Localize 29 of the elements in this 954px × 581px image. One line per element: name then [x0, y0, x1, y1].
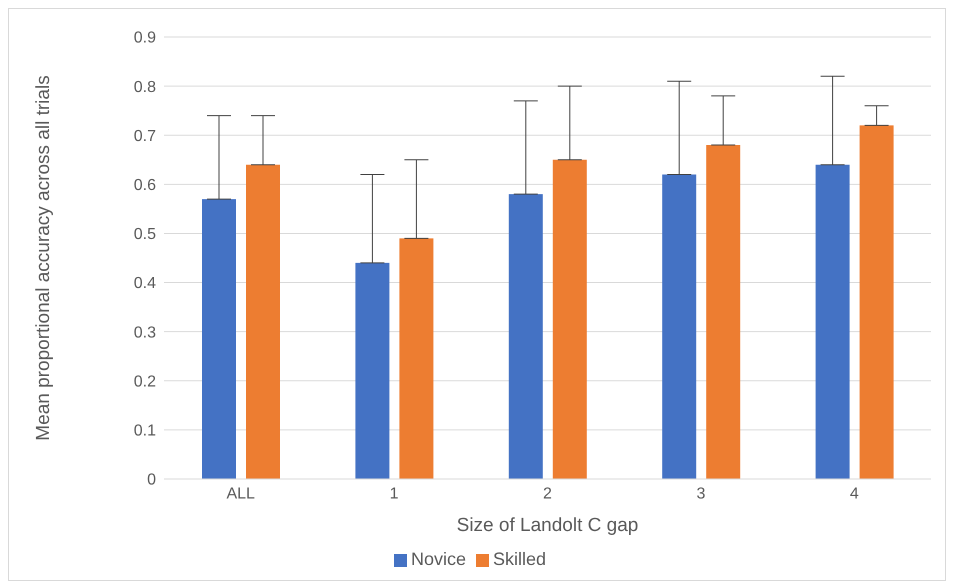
bar [399, 238, 434, 479]
legend-label: Novice [410, 549, 466, 569]
y-tick-label: 0.2 [134, 373, 156, 390]
y-tick-label: 0.5 [134, 226, 156, 244]
y-tick-label: 0.8 [134, 78, 156, 96]
y-tick-label: 0 [147, 472, 156, 489]
x-axis-title: Size of Landolt C gap [456, 515, 638, 536]
y-tick-label: 0.1 [134, 422, 156, 440]
y-axis-title: Mean proportional accuracy across all trials [33, 75, 54, 441]
x-tick-label: 2 [543, 485, 552, 502]
x-tick-label: 4 [850, 485, 859, 502]
bar [202, 199, 236, 479]
y-tick-label: 0.7 [134, 128, 156, 145]
legend-label: Skilled [493, 549, 546, 569]
y-tick-label: 0.3 [134, 324, 156, 342]
bar [662, 174, 696, 479]
y-tick-label: 0.6 [134, 177, 156, 194]
y-tick-label: 0.4 [134, 275, 156, 292]
bar [246, 164, 280, 479]
bar [860, 125, 894, 479]
y-tick-label: 0.9 [134, 30, 156, 47]
bar [706, 145, 740, 479]
bar [508, 194, 543, 479]
x-tick-label: 3 [696, 485, 706, 502]
bar [816, 164, 850, 479]
bar [552, 160, 587, 479]
bar [355, 262, 390, 479]
x-tick-label: 1 [390, 485, 399, 502]
x-tick-label: ALL [226, 485, 256, 502]
